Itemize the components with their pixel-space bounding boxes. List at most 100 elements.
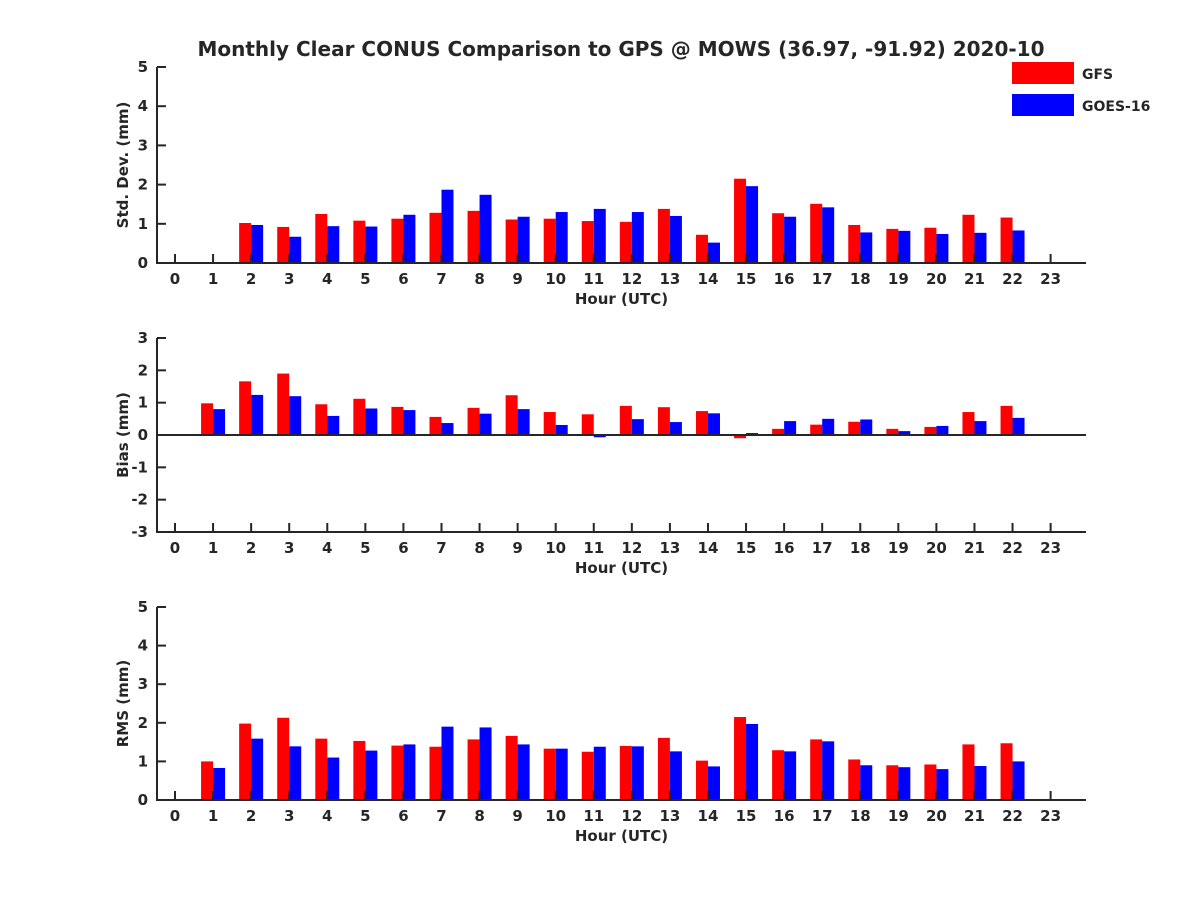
x-tick-label: 13 — [659, 539, 680, 557]
bar-gfs-hour-9 — [505, 735, 518, 800]
bar-goes16-hour-21 — [974, 232, 987, 263]
bar-goes16-hour-8 — [479, 194, 492, 263]
bar-gfs-hour-4 — [315, 404, 328, 435]
bar-goes16-hour-10 — [555, 748, 568, 800]
bar-goes16-hour-13 — [669, 751, 682, 800]
x-tick-label: 15 — [736, 539, 757, 557]
bar-goes16-hour-10 — [555, 424, 568, 435]
bar-goes16-hour-1 — [213, 767, 226, 800]
bar-goes16-hour-5 — [365, 408, 378, 435]
y-tick-label: 4 — [138, 637, 148, 655]
y-tick-label: 5 — [138, 598, 148, 616]
bar-gfs-hour-12 — [619, 221, 632, 263]
bar-goes16-hour-14 — [707, 766, 720, 800]
bar-gfs-hour-22 — [1000, 217, 1013, 263]
bar-goes16-hour-6 — [403, 744, 416, 800]
x-tick-label: 0 — [170, 270, 180, 288]
bar-goes16-hour-2 — [251, 738, 264, 800]
x-tick-label: 1 — [208, 807, 218, 825]
bar-goes16-hour-11 — [593, 208, 606, 263]
x-tick-label: 6 — [398, 270, 408, 288]
x-tick-label: 13 — [659, 807, 680, 825]
bar-goes16-hour-4 — [327, 226, 340, 263]
x-tick-label: 22 — [1002, 539, 1023, 557]
bar-goes16-hour-22 — [1012, 417, 1025, 435]
bar-goes16-hour-3 — [289, 746, 302, 800]
x-tick-label: 12 — [621, 807, 642, 825]
x-tick-label: 7 — [436, 539, 446, 557]
x-tick-label: 18 — [850, 807, 871, 825]
legend: GFS GOES-16 — [1012, 62, 1150, 116]
x-tick-label: 2 — [246, 807, 256, 825]
bar-goes16-hour-15 — [746, 186, 759, 263]
x-tick-label: 23 — [1040, 539, 1061, 557]
x-tick-label: 6 — [398, 807, 408, 825]
x-tick-label: 0 — [170, 807, 180, 825]
figure-title: Monthly Clear CONUS Comparison to GPS @ … — [197, 37, 1044, 61]
bar-goes16-hour-1 — [213, 409, 226, 435]
y-axis-title: RMS (mm) — [114, 660, 132, 747]
bar-goes16-hour-5 — [365, 226, 378, 263]
x-tick-label: 20 — [926, 807, 947, 825]
bar-goes16-hour-4 — [327, 757, 340, 800]
bar-gfs-hour-15 — [734, 178, 747, 263]
bar-goes16-hour-20 — [936, 425, 949, 435]
y-tick-label: -3 — [131, 523, 148, 541]
x-tick-label: 12 — [621, 270, 642, 288]
bar-gfs-hour-10 — [543, 218, 556, 263]
x-tick-label: 8 — [474, 807, 484, 825]
y-tick-label: 5 — [138, 58, 148, 76]
y-tick-label: 1 — [138, 215, 148, 233]
y-tick-label: -1 — [131, 458, 148, 476]
bar-goes16-hour-18 — [860, 419, 873, 435]
bar-goes16-hour-19 — [898, 767, 911, 800]
x-tick-label: 23 — [1040, 807, 1061, 825]
bar-gfs-hour-7 — [429, 746, 442, 800]
bar-gfs-hour-15 — [734, 435, 747, 439]
y-tick-label: 0 — [138, 254, 148, 272]
legend-swatch-goes16 — [1012, 94, 1074, 116]
y-tick-label: 4 — [138, 97, 148, 115]
bar-goes16-hour-8 — [479, 413, 492, 435]
bar-gfs-hour-8 — [467, 407, 480, 435]
bar-gfs-hour-20 — [924, 426, 937, 435]
bar-gfs-hour-17 — [810, 424, 823, 435]
bar-gfs-hour-19 — [886, 765, 899, 800]
x-tick-label: 19 — [888, 539, 909, 557]
bar-gfs-hour-16 — [772, 213, 785, 263]
x-tick-label: 11 — [583, 270, 604, 288]
bar-gfs-hour-17 — [810, 739, 823, 800]
x-tick-label: 18 — [850, 539, 871, 557]
x-tick-label: 7 — [436, 270, 446, 288]
bar-goes16-hour-17 — [822, 741, 835, 800]
bar-gfs-hour-21 — [962, 214, 975, 263]
x-tick-label: 5 — [360, 807, 370, 825]
y-tick-label: 1 — [138, 394, 148, 412]
x-tick-label: 18 — [850, 270, 871, 288]
y-tick-label: 2 — [138, 176, 148, 194]
y-axis-title: Std. Dev. (mm) — [114, 102, 132, 229]
bar-gfs-hour-3 — [277, 717, 290, 800]
bar-goes16-hour-14 — [707, 242, 720, 263]
bar-gfs-hour-8 — [467, 210, 480, 263]
bar-goes16-hour-11 — [593, 435, 606, 438]
legend-swatch-gfs — [1012, 62, 1074, 84]
x-tick-label: 14 — [698, 539, 719, 557]
x-tick-label: 21 — [964, 807, 985, 825]
bar-goes16-hour-7 — [441, 423, 454, 435]
x-tick-label: 1 — [208, 539, 218, 557]
bar-gfs-hour-9 — [505, 219, 518, 263]
y-tick-label: 3 — [138, 136, 148, 154]
x-tick-label: 9 — [512, 270, 522, 288]
bar-goes16-hour-16 — [784, 216, 797, 263]
x-tick-label: 0 — [170, 539, 180, 557]
bar-goes16-hour-14 — [707, 413, 720, 435]
bar-goes16-hour-20 — [936, 769, 949, 800]
bar-goes16-hour-12 — [631, 419, 644, 435]
x-tick-label: 10 — [545, 270, 566, 288]
x-tick-label: 20 — [926, 539, 947, 557]
bar-gfs-hour-22 — [1000, 405, 1013, 435]
bar-goes16-hour-20 — [936, 233, 949, 263]
bar-goes16-hour-16 — [784, 751, 797, 800]
